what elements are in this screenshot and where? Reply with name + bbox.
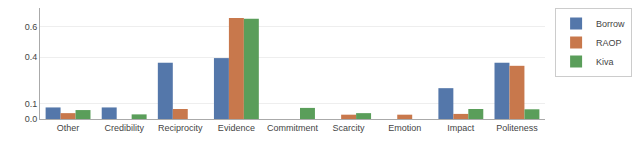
svg-text:Evidence: Evidence — [218, 123, 255, 133]
svg-text:Politeness: Politeness — [496, 123, 538, 133]
svg-text:Commitment: Commitment — [267, 123, 319, 133]
svg-text:0.0: 0.0 — [25, 114, 38, 124]
svg-text:0.6: 0.6 — [25, 22, 38, 32]
svg-text:Scarcity: Scarcity — [333, 123, 366, 133]
svg-text:Other: Other — [57, 123, 80, 133]
svg-text:Emotion: Emotion — [388, 123, 421, 133]
svg-text:0.4: 0.4 — [25, 52, 38, 62]
svg-text:RAOP: RAOP — [596, 38, 622, 48]
svg-text:Impact: Impact — [447, 123, 475, 133]
svg-text:Borrow: Borrow — [596, 19, 625, 29]
svg-text:Credibility: Credibility — [104, 123, 144, 133]
svg-text:Reciprocity: Reciprocity — [158, 123, 203, 133]
svg-text:Kiva: Kiva — [596, 57, 614, 67]
svg-text:0.1: 0.1 — [25, 99, 38, 109]
